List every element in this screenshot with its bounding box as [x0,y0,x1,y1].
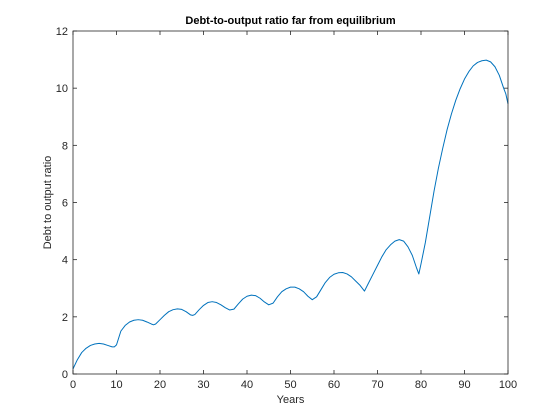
x-tick-label: 10 [110,379,122,391]
x-tick-label: 30 [197,379,209,391]
y-tick-label: 6 [62,198,68,210]
ticks-layer: 0 10 20 30 40 50 60 70 80 90 100 0 2 4 6 8 10 12 [56,26,517,391]
x-tick-label: 90 [458,379,470,391]
x-tick-label: 80 [415,379,427,391]
x-tick-label: 70 [371,379,383,391]
y-tick-label: 2 [62,312,68,324]
y-tick-label: 0 [62,369,68,381]
plot-frame [72,30,509,375]
x-axis-label: Years [277,394,305,406]
x-tick-label: 40 [241,379,253,391]
x-tick-label: 50 [284,379,296,391]
y-tick-label: 8 [62,140,68,152]
series-line [72,59,509,370]
y-axis-label: Debt to output ratio [42,156,54,250]
y-tick-label: 12 [56,26,68,38]
y-tick-label: 4 [62,255,68,267]
x-tick-label: 60 [328,379,340,391]
x-tick-label: 0 [70,379,76,391]
x-tick-label: 100 [499,379,517,391]
x-tick-label: 20 [154,379,166,391]
plot-area [73,31,508,374]
chart-title: Debt-to-output ratio far from equilibriu… [185,15,395,27]
y-tick-label: 10 [56,83,68,95]
